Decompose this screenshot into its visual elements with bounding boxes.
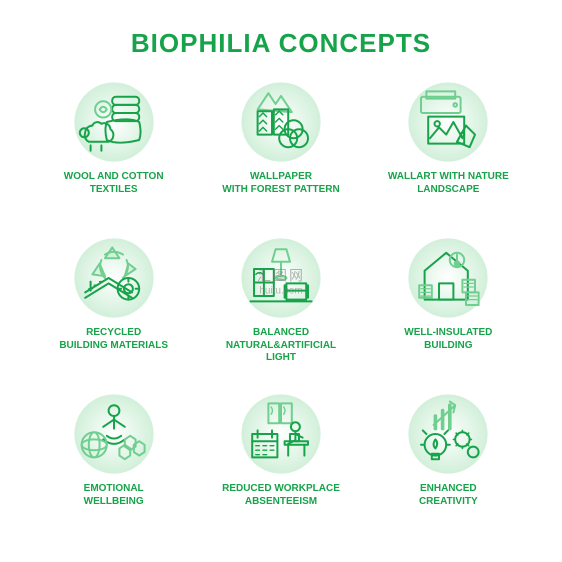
cell-recycled-mats: RECYCLED BUILDING MATERIALS (32, 233, 195, 381)
cell-emotional: EMOTIONAL WELLBEING (32, 389, 195, 537)
cell-wool-cotton: WOOL AND COTTON TEXTILES (32, 77, 195, 225)
wallart-nature-icon (403, 77, 493, 167)
balanced-light-icon (236, 233, 326, 323)
enhanced-creat-icon (403, 389, 493, 479)
cell-well-insulated: WELL-INSULATED BUILDING (367, 233, 530, 381)
recycled-mats-icon (69, 233, 159, 323)
cell-reduced-absent: REDUCED WORKPLACE ABSENTEEISM (199, 389, 362, 537)
balanced-light-label: BALANCED NATURAL&ARTIFICIAL LIGHT (224, 327, 338, 365)
page-title: BIOPHILIA CONCEPTS (0, 0, 562, 69)
concepts-grid: WOOL AND COTTON TEXTILES (0, 69, 562, 561)
cell-wallart-nature: WALLART WITH NATURE LANDSCAPE (367, 77, 530, 225)
emotional-label: EMOTIONAL WELLBEING (82, 483, 146, 508)
reduced-absent-icon (236, 389, 326, 479)
wallpaper-forest-icon (236, 77, 326, 167)
reduced-absent-label: REDUCED WORKPLACE ABSENTEEISM (220, 483, 342, 508)
cell-enhanced-creat: ENHANCED CREATIVITY (367, 389, 530, 537)
well-insulated-icon (403, 233, 493, 323)
cell-wallpaper-forest: WALLPAPER WITH FOREST PATTERN (199, 77, 362, 225)
well-insulated-label: WELL-INSULATED BUILDING (402, 327, 494, 352)
cell-balanced-light: BALANCED NATURAL&ARTIFICIAL LIGHT (199, 233, 362, 381)
wool-cotton-label: WOOL AND COTTON TEXTILES (62, 171, 166, 196)
wool-cotton-icon (69, 77, 159, 167)
recycled-mats-label: RECYCLED BUILDING MATERIALS (57, 327, 170, 352)
enhanced-creat-label: ENHANCED CREATIVITY (417, 483, 480, 508)
wallpaper-forest-label: WALLPAPER WITH FOREST PATTERN (220, 171, 341, 196)
wallart-nature-label: WALLART WITH NATURE LANDSCAPE (386, 171, 511, 196)
emotional-icon (69, 389, 159, 479)
